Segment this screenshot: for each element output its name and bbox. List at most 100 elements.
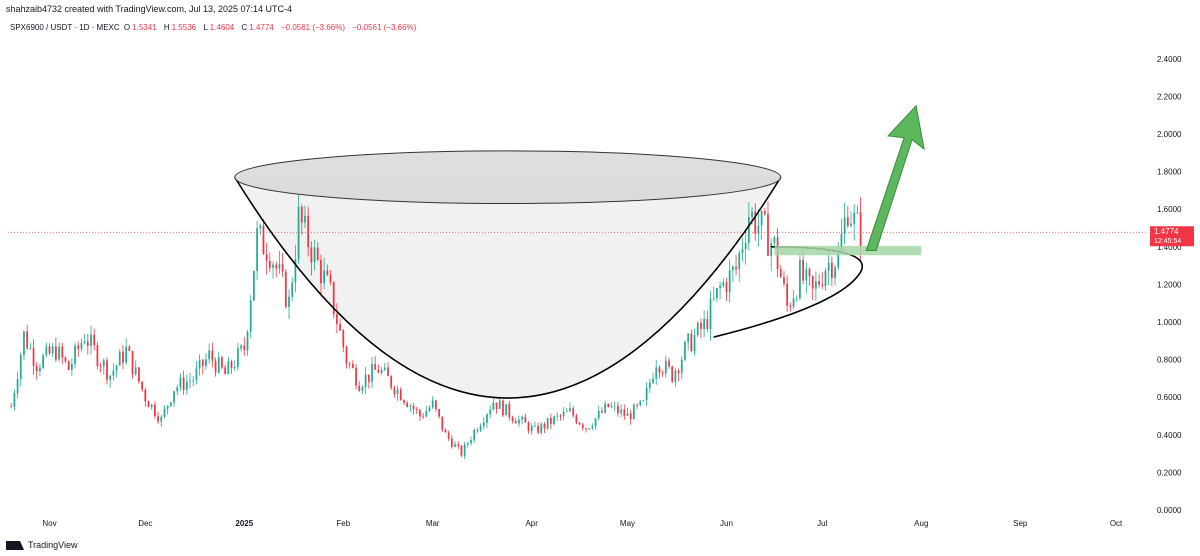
candle-body bbox=[58, 346, 60, 360]
candle-body bbox=[716, 288, 718, 299]
candle-body bbox=[744, 242, 747, 249]
candle-body bbox=[610, 406, 613, 408]
candle-body bbox=[843, 217, 846, 234]
candle-body bbox=[339, 324, 341, 331]
candle-body bbox=[738, 252, 741, 270]
candle-body bbox=[486, 414, 488, 423]
candle-body bbox=[221, 357, 223, 368]
last-price-label: 1.4774 bbox=[1154, 227, 1179, 236]
candle-body bbox=[633, 404, 635, 420]
candle-body bbox=[830, 262, 833, 279]
candle-body bbox=[86, 341, 89, 346]
candle-body bbox=[77, 345, 80, 349]
candle-body bbox=[569, 408, 571, 412]
time-tick-label: Jul bbox=[817, 519, 827, 528]
candle-body bbox=[262, 225, 265, 255]
time-tick-label: Nov bbox=[42, 519, 56, 528]
candle-body bbox=[645, 387, 648, 401]
candle-body bbox=[35, 365, 38, 372]
candle-body bbox=[185, 381, 188, 390]
candle-body bbox=[342, 330, 345, 348]
candle-body bbox=[770, 243, 773, 256]
candle-body bbox=[300, 206, 303, 223]
candle-body bbox=[601, 410, 603, 413]
candle-body bbox=[588, 428, 591, 430]
cup-rim-ellipse bbox=[234, 150, 782, 205]
candle-body bbox=[805, 268, 808, 281]
candle-body bbox=[693, 335, 696, 352]
candle-body bbox=[214, 360, 217, 373]
candle-body bbox=[26, 331, 29, 349]
candle-body bbox=[422, 416, 425, 418]
candle-body bbox=[846, 217, 849, 226]
change-value-2: −0.0561 (−3.66%) bbox=[352, 23, 417, 32]
candle-body bbox=[795, 298, 798, 299]
candle-body bbox=[323, 270, 326, 284]
candle-body bbox=[428, 407, 431, 411]
tradingview-brand[interactable]: TradingView bbox=[6, 540, 78, 550]
candle-body bbox=[502, 400, 504, 416]
candle-body bbox=[441, 416, 444, 430]
candle-body bbox=[578, 422, 581, 425]
candle-body bbox=[249, 300, 252, 332]
candle-body bbox=[336, 314, 338, 325]
candle-body bbox=[246, 331, 249, 351]
candle-body bbox=[39, 367, 41, 372]
price-tick-label: 0.2000 bbox=[1157, 468, 1182, 477]
candle-body bbox=[64, 357, 67, 362]
candle-body bbox=[786, 283, 789, 306]
candle-body bbox=[147, 401, 150, 408]
candle-body bbox=[169, 402, 172, 406]
candle-body bbox=[585, 428, 587, 430]
candle-body bbox=[93, 334, 96, 346]
candle-body bbox=[696, 322, 699, 336]
candle-body bbox=[166, 405, 169, 409]
candle-body bbox=[815, 281, 817, 289]
time-tick-label: Jun bbox=[720, 519, 733, 528]
time-tick-label: Sep bbox=[1013, 519, 1028, 528]
cup-outline bbox=[234, 176, 782, 399]
candle-body bbox=[735, 266, 737, 270]
candle-body bbox=[802, 259, 805, 281]
price-tick-label: 0.0000 bbox=[1157, 506, 1182, 515]
candle-body bbox=[648, 382, 651, 388]
candle-body bbox=[403, 400, 405, 403]
cup-shading bbox=[234, 177, 781, 399]
candle-body bbox=[332, 282, 335, 315]
candle-body bbox=[138, 367, 140, 382]
candle-body bbox=[789, 305, 792, 307]
candle-body bbox=[741, 248, 744, 253]
candle-body bbox=[747, 216, 750, 243]
candle-body bbox=[719, 285, 721, 289]
price-tick-label: 0.6000 bbox=[1157, 393, 1182, 402]
candle-body bbox=[482, 422, 485, 427]
open-value: 1.5341 bbox=[132, 23, 157, 32]
candle-body bbox=[684, 342, 686, 360]
candle-body bbox=[390, 376, 393, 388]
candle-body bbox=[543, 423, 546, 429]
candle-body bbox=[224, 367, 227, 375]
high-label: H bbox=[163, 23, 170, 32]
candle-body bbox=[406, 402, 409, 407]
symbol-label[interactable]: SPX6900 / USDT · 1D · MEXC bbox=[10, 23, 120, 32]
candle-body bbox=[348, 363, 351, 365]
candle-body bbox=[230, 361, 233, 369]
candle-body bbox=[294, 259, 297, 283]
candle-body bbox=[192, 379, 195, 381]
candle-body bbox=[671, 366, 674, 382]
candle-body bbox=[278, 264, 281, 269]
candle-body bbox=[217, 357, 220, 373]
candle-body bbox=[122, 351, 124, 363]
candle-body bbox=[55, 346, 57, 360]
last-price-badge: 1.4774 12:45:54 bbox=[1150, 226, 1194, 247]
candle-body bbox=[511, 417, 514, 422]
candle-body bbox=[444, 429, 447, 433]
candle-body bbox=[450, 438, 453, 447]
candle-body bbox=[70, 364, 73, 370]
candle-body bbox=[134, 367, 137, 375]
candle-body bbox=[304, 215, 306, 223]
candle-body bbox=[514, 421, 517, 424]
candle-body bbox=[201, 359, 204, 367]
price-tick-label: 0.4000 bbox=[1157, 431, 1182, 440]
